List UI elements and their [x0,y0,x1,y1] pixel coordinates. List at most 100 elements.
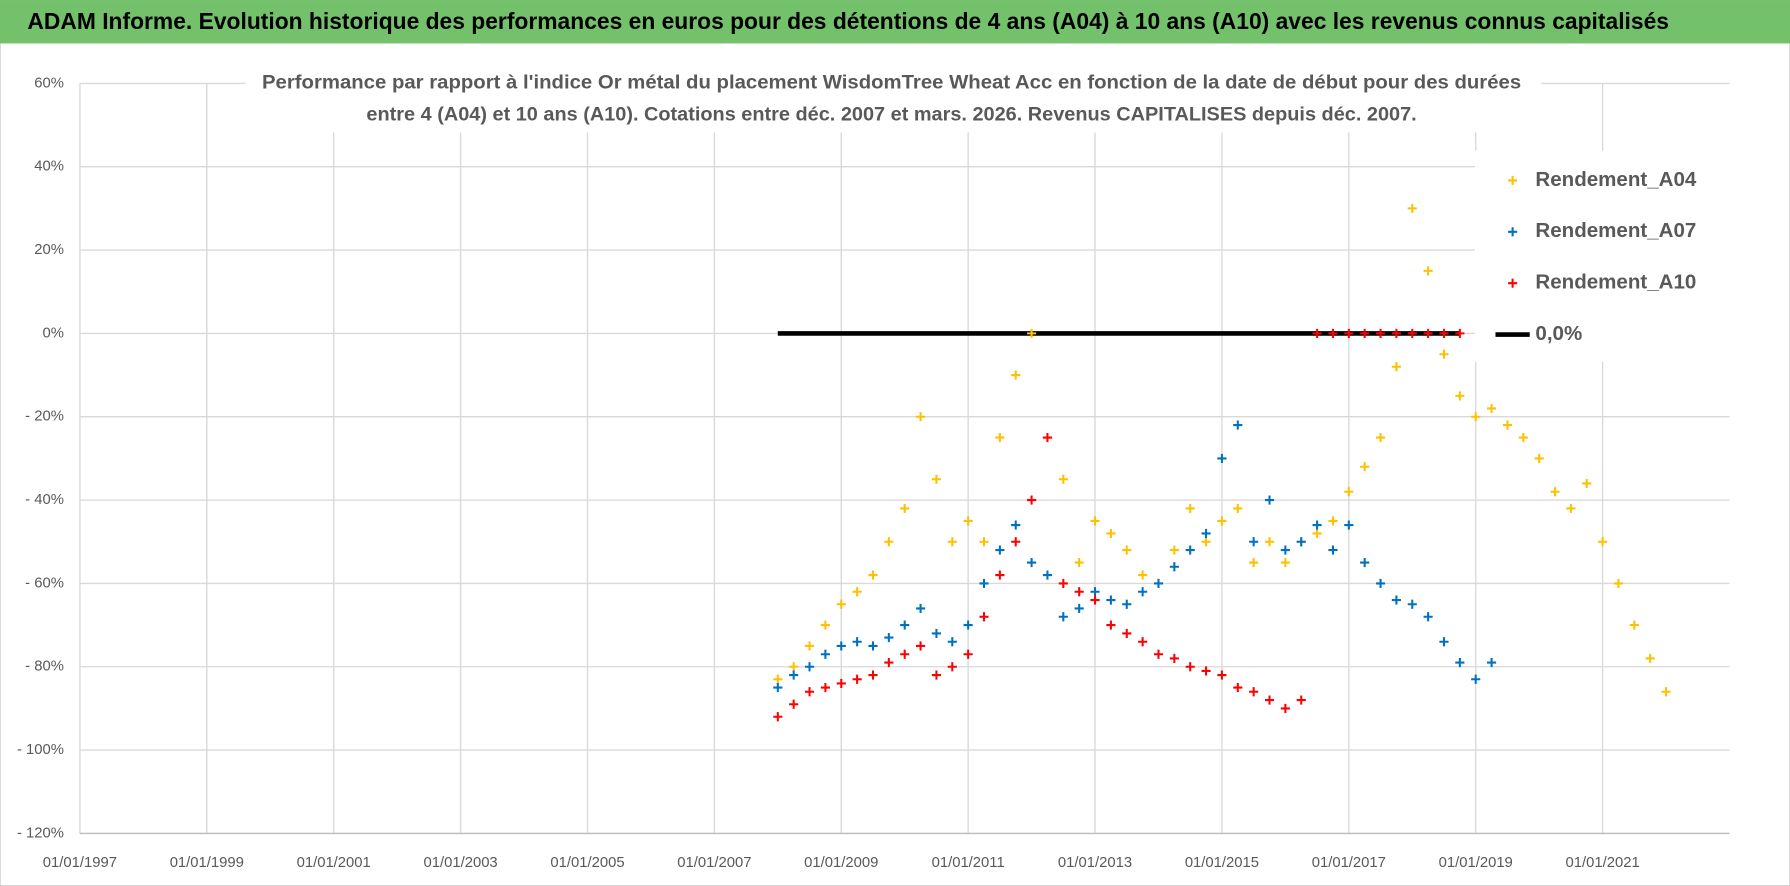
data-point [995,570,1005,580]
y-tick-label: - 60% [25,575,64,591]
data-point [1264,695,1275,705]
x-tick-label: 01/01/2009 [804,855,878,871]
data-point [947,662,957,672]
data-point [1487,403,1497,413]
data-point [1249,537,1259,547]
data-point [1106,528,1116,538]
data-point [1217,516,1227,526]
data-point [1455,658,1465,668]
data-point [1391,362,1401,372]
data-point [773,674,783,684]
data-point [1391,595,1401,605]
data-point [1042,433,1053,443]
data-point [804,662,815,672]
legend-swatch [1508,175,1518,186]
data-point [1011,537,1021,547]
data-point [1058,578,1068,588]
x-tick-label: 01/01/1997 [43,855,117,871]
data-point [1566,503,1576,513]
data-point [1280,703,1290,713]
data-point [1296,537,1306,547]
data-point [1122,545,1132,555]
data-point [1027,328,1037,338]
data-point [820,683,830,693]
data-point [995,433,1005,443]
data-point [1153,578,1164,588]
y-tick-label: - 100% [17,742,64,758]
data-point [900,649,910,659]
data-point [1487,658,1497,668]
legend-label: 0,0% [1535,322,1582,345]
legend-swatch [1508,278,1518,288]
data-point [979,612,989,622]
data-point [1423,266,1433,276]
data-point [1280,545,1290,555]
data-point [836,641,846,651]
data-point [1185,545,1195,555]
x-tick-label: 01/01/2001 [297,855,371,871]
data-point [1629,620,1639,630]
data-point [884,633,894,643]
data-point [868,670,878,680]
data-point [947,537,957,547]
data-point [1233,420,1243,430]
data-point [1233,503,1243,513]
data-point [1138,570,1148,580]
data-point [1090,587,1100,597]
data-point [1375,433,1386,443]
y-tick-label: - 20% [25,409,64,425]
data-point [1439,349,1449,359]
data-point [915,641,926,651]
x-tick-label: 01/01/2005 [550,855,624,871]
data-point [1280,558,1290,568]
data-point [1312,520,1322,530]
y-tick-label: 20% [34,242,64,258]
data-point [773,683,783,693]
data-point [900,620,910,630]
title-box [245,66,1542,133]
data-point [963,620,973,630]
data-point [1344,520,1354,530]
data-point [1328,545,1338,555]
data-point [1106,620,1116,630]
data-point [1138,637,1148,647]
y-tick-label: 0% [42,325,63,341]
data-point [773,712,783,722]
data-point [789,699,799,709]
y-tick-label: - 40% [25,492,64,508]
data-point [1185,503,1195,513]
data-point [1471,412,1481,422]
y-tick-label: 40% [34,159,64,175]
data-point [1439,637,1449,647]
y-tick-label: - 80% [25,659,64,675]
data-point [979,537,989,547]
data-point [1217,670,1227,680]
data-point [1423,328,1433,338]
data-point [963,649,973,659]
data-point [1360,328,1370,338]
data-point [1598,537,1608,547]
data-point [915,603,926,613]
data-point [789,670,799,680]
data-point [1328,328,1338,338]
data-point [868,570,878,580]
data-point [820,620,830,630]
data-point [1344,328,1354,338]
x-tick-label: 01/01/2007 [677,855,751,871]
data-point [1407,328,1417,338]
y-tick-label: 60% [34,75,64,91]
data-point [1360,558,1370,568]
data-point [995,545,1005,555]
data-point [868,641,878,651]
data-point [1074,587,1084,597]
data-point [804,687,815,697]
x-tick-label: 01/01/2021 [1565,855,1639,871]
data-point [820,649,830,659]
data-point [1264,537,1275,547]
header-title: ADAM Informe. Evolution historique des p… [27,8,1669,34]
data-point [1455,391,1465,401]
data-point [884,658,894,668]
legend-label: Rendement_A04 [1535,168,1696,191]
